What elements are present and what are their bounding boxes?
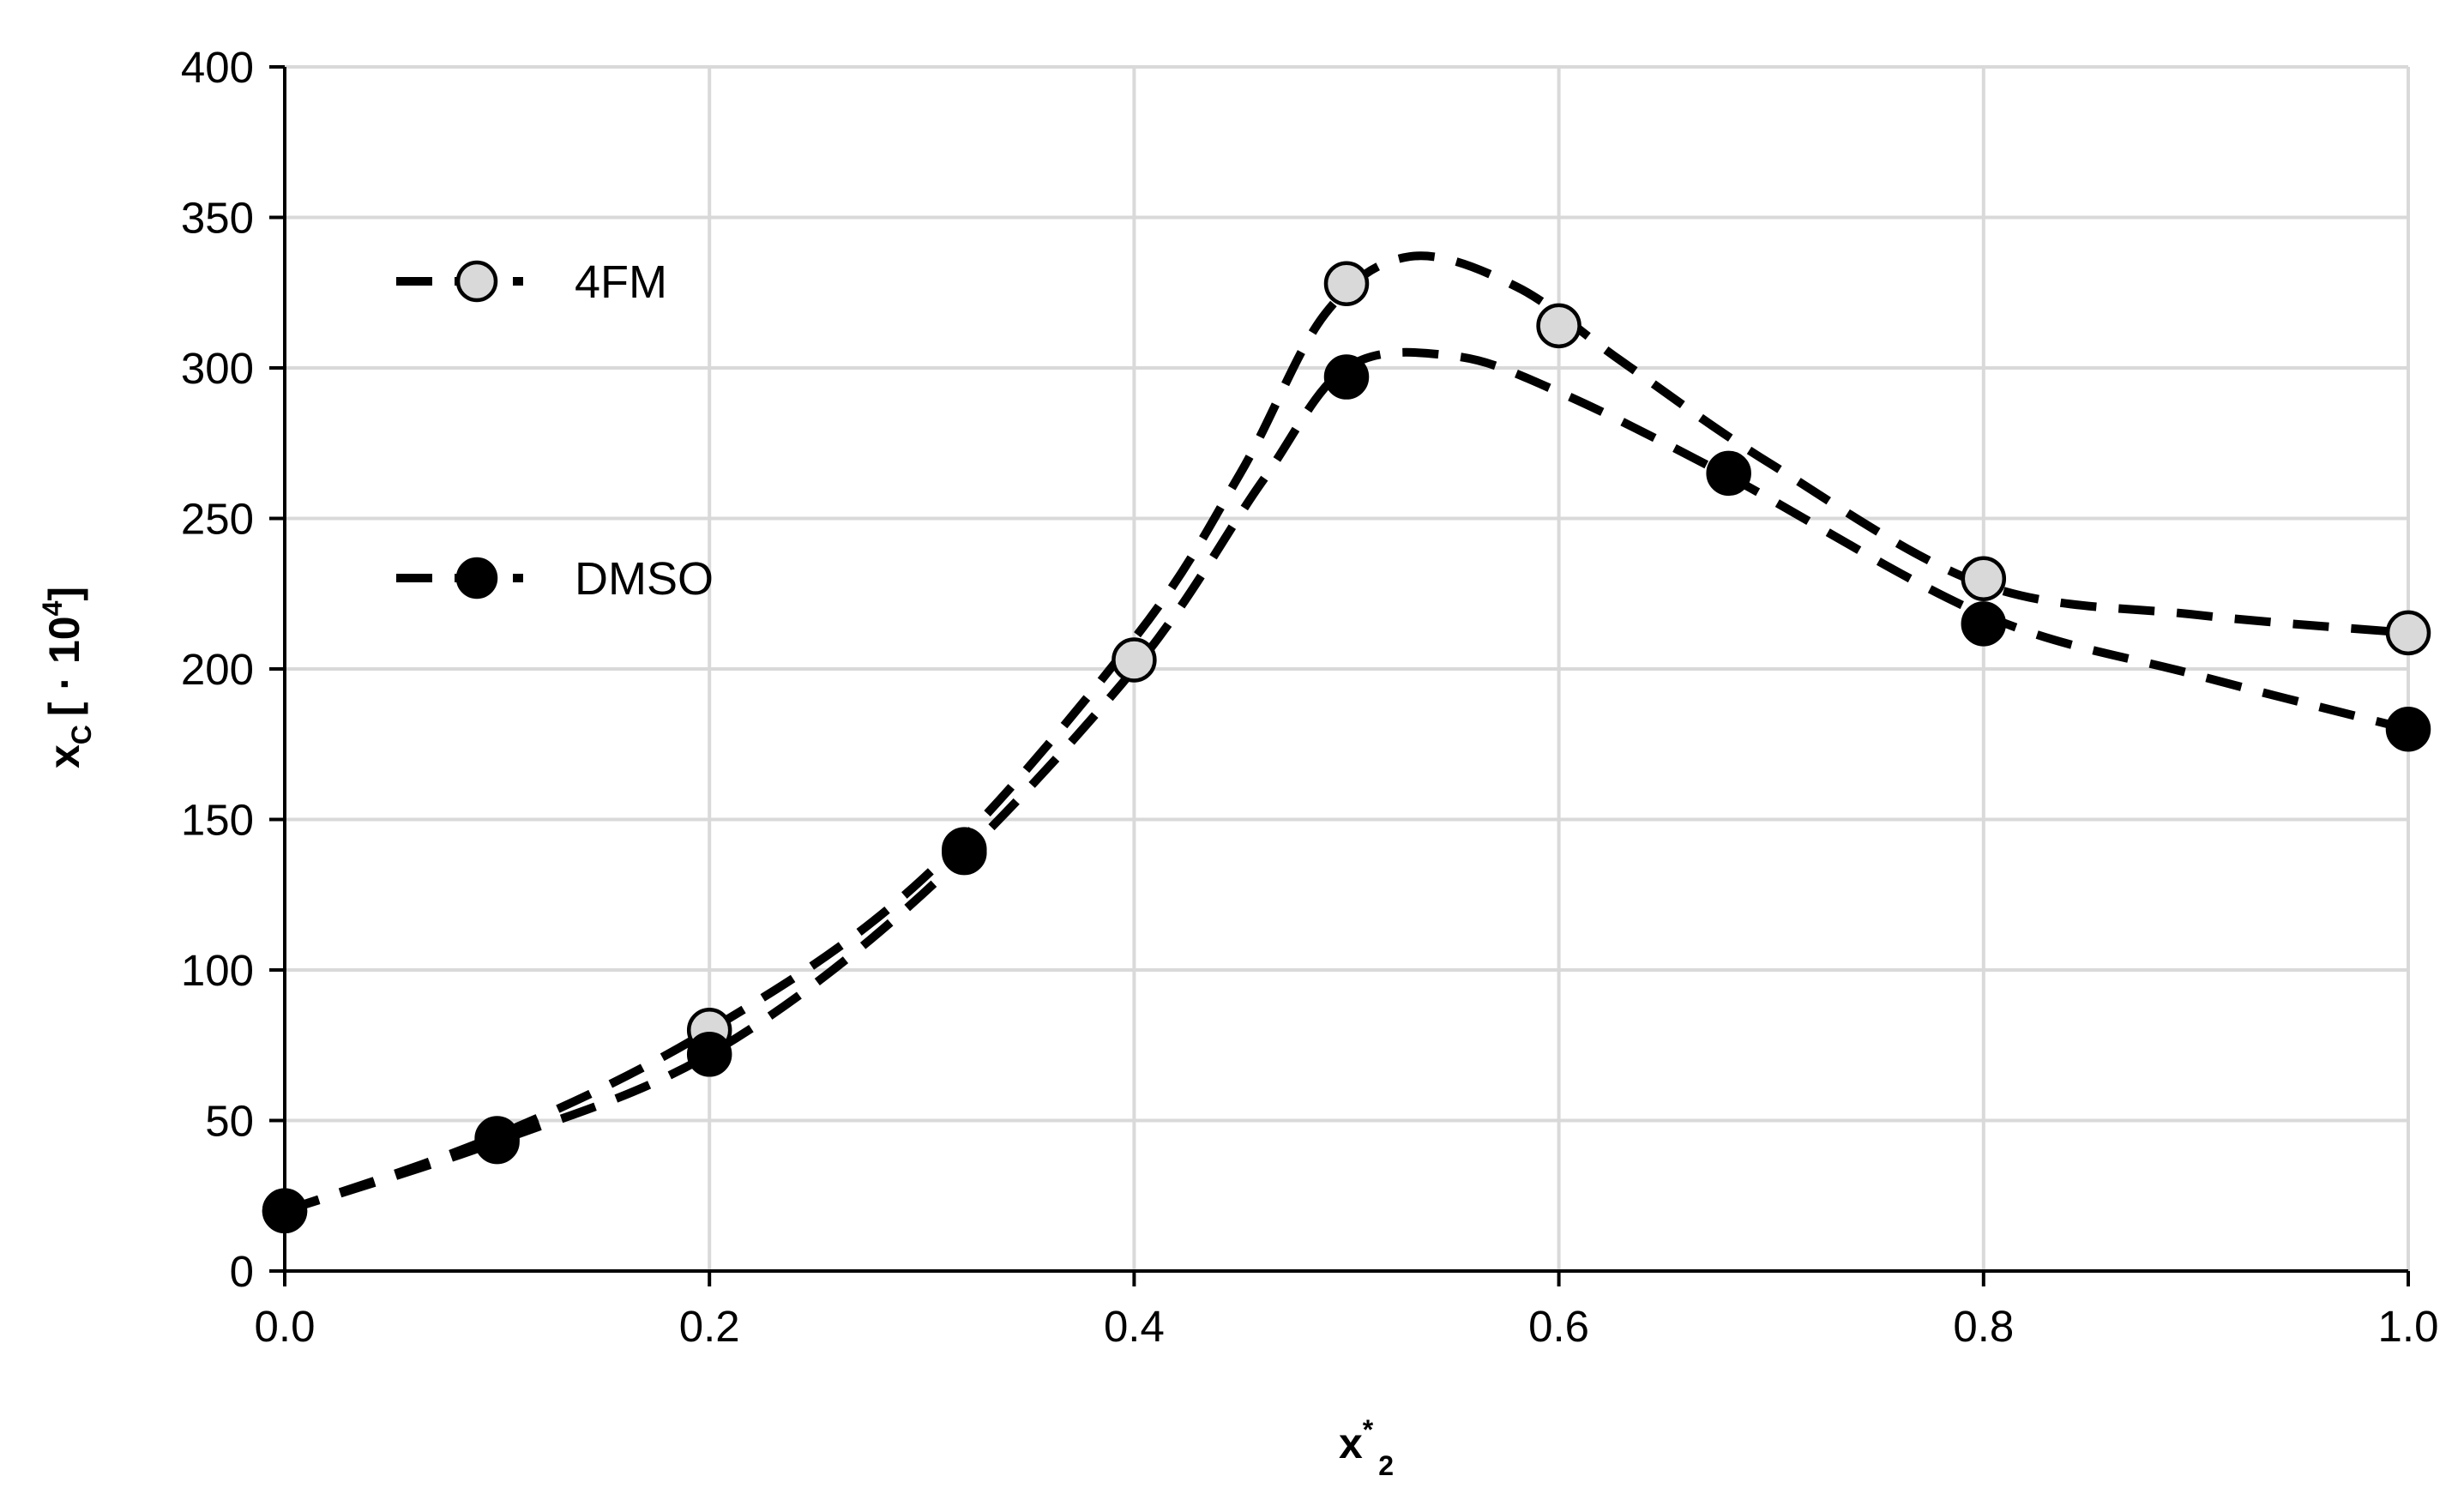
legend-marker-dmso — [455, 557, 498, 599]
curve-dmso — [283, 347, 2410, 1215]
y-tick-label: 300 — [181, 344, 254, 393]
x-tick-label: 0.6 — [1528, 1302, 1589, 1351]
y-axis-title-bracket: [ · 10 — [40, 616, 88, 716]
point-dmso — [1961, 601, 2007, 647]
y-tick-label: 0 — [230, 1247, 254, 1296]
x-tick-label: 0.2 — [679, 1302, 740, 1351]
x-axis-title: x*2 — [1339, 1414, 1394, 1481]
legend-item-4fm: 4FM — [396, 256, 667, 308]
point-dmso — [942, 829, 987, 876]
y-axis-title: xC [ · 104] — [37, 587, 97, 768]
legend-label-4fm: 4FM — [575, 256, 667, 308]
point-dmso — [2385, 706, 2431, 752]
y-tick-label: 400 — [181, 43, 254, 92]
y-axis-title-sub: C — [66, 725, 97, 744]
y-tick-label: 200 — [181, 645, 254, 694]
y-axis-title-close: ] — [40, 587, 88, 601]
x-axis-title-sup: * — [1363, 1414, 1374, 1445]
point-dmso — [474, 1118, 520, 1165]
point-4fm — [1961, 556, 2007, 601]
point-dmso — [1323, 354, 1370, 400]
point-4fm — [2385, 610, 2431, 656]
y-tick-label: 50 — [205, 1097, 254, 1146]
y-axis-title-main: x — [40, 744, 88, 768]
point-4fm — [1536, 303, 1581, 349]
x-tick-label: 0.4 — [1104, 1302, 1165, 1351]
y-tick-label: 150 — [181, 796, 254, 845]
y-tick-label: 100 — [181, 946, 254, 995]
legend-label-dmso: DMSO — [575, 553, 714, 605]
y-axis-title-sup: 4 — [37, 600, 68, 616]
x-tick-label: 1.0 — [2378, 1302, 2439, 1351]
legend-marker-4fm — [455, 260, 498, 303]
x-axis-title-main: x — [1339, 1419, 1363, 1467]
point-4fm — [1323, 261, 1370, 306]
y-tick-label: 350 — [181, 194, 254, 243]
legend-item-dmso: DMSO — [396, 553, 714, 605]
gridlines — [285, 65, 2410, 1271]
axes: 0.0 0.2 0.4 0.6 0.8 1.0 0 50 100 150 200 250 300 350 4… — [181, 43, 2439, 1351]
legend: 4FM DMSO — [396, 256, 714, 605]
point-dmso — [262, 1188, 308, 1234]
x-axis-title-sub: 2 — [1378, 1450, 1394, 1481]
y-tick-label: 250 — [181, 495, 254, 544]
point-dmso — [686, 1032, 732, 1077]
point-4fm — [1112, 637, 1157, 683]
x-tick-label: 0.8 — [1953, 1302, 2014, 1351]
x-tick-label: 0.0 — [255, 1302, 316, 1351]
data-markers — [262, 261, 2431, 1234]
point-dmso — [1706, 450, 1751, 497]
